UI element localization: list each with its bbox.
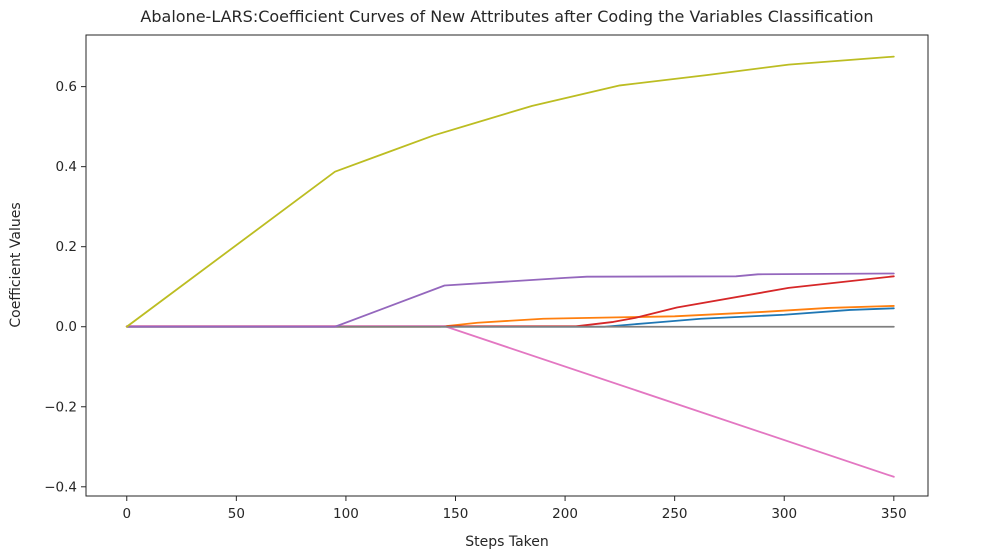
y-tick-label: 0.4 — [56, 159, 77, 175]
chart-title: Abalone-LARS:Coefficient Curves of New A… — [140, 7, 873, 26]
y-tick-label: −0.4 — [44, 479, 77, 495]
y-tick-label: −0.2 — [44, 399, 77, 415]
x-tick-label: 350 — [881, 506, 907, 522]
y-tick-label: 0.2 — [56, 239, 77, 255]
y-axis-ticks: −0.4 −0.2 0.0 0.2 0.4 0.6 — [44, 79, 86, 495]
x-tick-label: 250 — [662, 506, 688, 522]
x-tick-label: 100 — [333, 506, 359, 522]
x-axis-ticks: 0 50 100 150 200 250 300 350 — [122, 496, 907, 522]
series-line-attribute-purple — [125, 272, 895, 328]
plot-border — [85, 34, 929, 497]
y-tick-label: 0.0 — [56, 319, 77, 335]
x-tick-label: 50 — [228, 506, 245, 522]
y-axis-label: Coefficient Values — [8, 202, 24, 327]
x-tick-label: 0 — [122, 506, 131, 522]
x-tick-label: 150 — [443, 506, 469, 522]
y-tick-label: 0.6 — [56, 79, 77, 95]
series-line-attribute-olive — [125, 55, 895, 328]
x-tick-label: 300 — [771, 506, 797, 522]
series-line-attribute-pink — [125, 325, 895, 478]
series-line-attribute-orange — [125, 305, 895, 328]
x-axis-label: Steps Taken — [465, 534, 549, 550]
x-tick-label: 200 — [552, 506, 578, 522]
series-lines — [125, 55, 895, 478]
series-line-attribute-red — [125, 275, 895, 328]
